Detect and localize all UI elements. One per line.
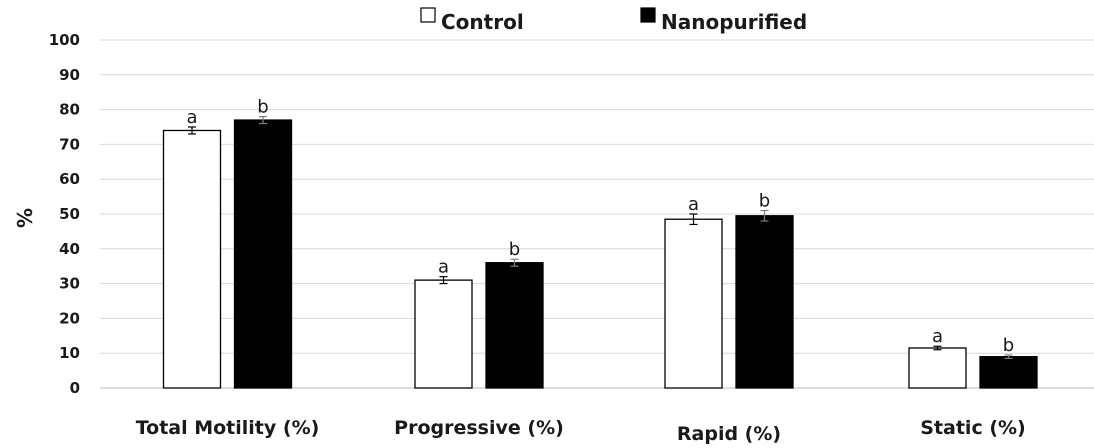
significance-letter: a xyxy=(688,194,699,215)
bar-nanopurified xyxy=(735,215,794,389)
y-axis-label: % xyxy=(13,208,37,228)
legend-swatch-control xyxy=(420,7,436,23)
bar-control xyxy=(664,218,723,389)
y-tick-label: 30 xyxy=(59,275,80,293)
legend-label-control: Control xyxy=(441,10,524,34)
y-tick-label: 90 xyxy=(59,66,80,84)
bar-control xyxy=(908,347,967,389)
x-category-label: Rapid (%) xyxy=(677,423,781,445)
significance-letter: b xyxy=(759,191,770,212)
y-tick-label: 40 xyxy=(59,240,80,258)
y-tick-label: 0 xyxy=(70,379,80,397)
y-tick-label: 10 xyxy=(59,344,80,362)
significance-letter: a xyxy=(438,257,449,278)
y-tick-label: 20 xyxy=(59,309,80,327)
significance-letter: b xyxy=(257,97,268,118)
bars: a b a b a b a b xyxy=(162,97,1038,389)
legend-swatch-nanopurified xyxy=(640,7,656,23)
x-category-label: Progressive (%) xyxy=(394,417,564,439)
y-tick-label: 50 xyxy=(59,205,80,223)
bar-control xyxy=(162,129,222,389)
y-tick-label: 100 xyxy=(49,31,80,49)
significance-letter: b xyxy=(1003,335,1014,356)
bar-nanopurified xyxy=(233,119,293,389)
legend: Control Nanopurified xyxy=(420,7,807,34)
significance-letter: b xyxy=(509,239,520,260)
y-axis-ticks: 0 10 20 30 40 50 60 70 80 90 100 xyxy=(49,31,80,397)
bar-nanopurified xyxy=(979,356,1038,389)
bar-nanopurified xyxy=(485,262,544,389)
significance-letter: a xyxy=(932,326,943,347)
legend-label-nanopurified: Nanopurified xyxy=(661,10,807,34)
x-category-label: Static (%) xyxy=(920,417,1025,439)
x-category-label: Total Motility (%) xyxy=(136,417,320,439)
y-tick-label: 80 xyxy=(59,101,80,119)
significance-letter: a xyxy=(186,107,197,128)
y-tick-label: 60 xyxy=(59,170,80,188)
bar-control xyxy=(414,279,473,389)
x-axis-categories: Total Motility (%) Progressive (%) Rapid (… xyxy=(136,417,1026,445)
y-tick-label: 70 xyxy=(59,135,80,153)
